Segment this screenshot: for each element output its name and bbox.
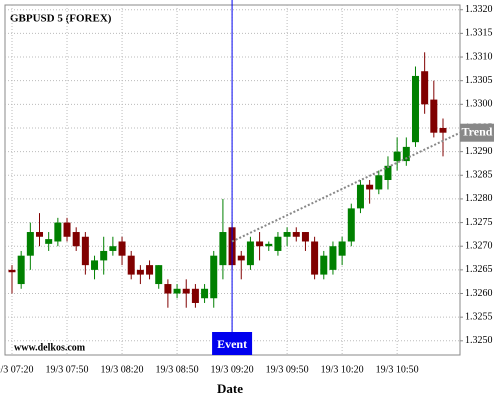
candle-body bbox=[311, 241, 319, 275]
y-tick-label: 1.3305 bbox=[465, 75, 493, 86]
candle-body bbox=[91, 260, 99, 270]
y-tick-label: 1.3290 bbox=[465, 146, 493, 157]
y-tick-label: 1.3255 bbox=[465, 311, 493, 322]
x-tick-label: 19/3 09:50 bbox=[266, 364, 309, 375]
candle-body bbox=[201, 288, 209, 299]
x-tick-label: 19/3 08:50 bbox=[156, 364, 199, 375]
y-tick-label: 1.3250 bbox=[465, 335, 493, 346]
candle-body bbox=[155, 265, 163, 285]
y-tick-label: 1.3275 bbox=[465, 217, 493, 228]
candle-body bbox=[246, 241, 254, 266]
candle-body bbox=[329, 246, 337, 270]
event-box bbox=[212, 332, 253, 355]
candle-body bbox=[54, 222, 62, 242]
candle-body bbox=[375, 175, 383, 190]
candle-body bbox=[164, 284, 172, 294]
chart-title: GBPUSD 5 (FOREX) bbox=[10, 13, 112, 25]
x-tick-label: 19/3 07:50 bbox=[45, 364, 88, 375]
candle-body bbox=[347, 208, 355, 242]
candle-body bbox=[237, 255, 245, 261]
candle-body bbox=[274, 236, 282, 251]
y-tick-label: 1.3285 bbox=[465, 170, 493, 181]
y-tick-label: 1.3300 bbox=[465, 99, 493, 110]
trend-label: Trend bbox=[462, 124, 493, 138]
candle-body bbox=[182, 288, 190, 294]
candle-body bbox=[292, 232, 300, 237]
candle-body bbox=[265, 243, 273, 247]
candle-body bbox=[411, 75, 419, 143]
x-tick-label: 19/3 08:20 bbox=[101, 364, 144, 375]
y-tick-label: 1.3320 bbox=[465, 4, 493, 15]
candle-body bbox=[191, 288, 199, 303]
candle-body bbox=[301, 232, 309, 242]
candle-body bbox=[320, 255, 328, 275]
y-tick-label: 1.3270 bbox=[465, 241, 493, 252]
candle-body bbox=[63, 222, 71, 237]
candle-body bbox=[146, 265, 154, 275]
candle-body bbox=[118, 241, 126, 256]
candle-body bbox=[210, 255, 218, 299]
candle-body bbox=[136, 269, 144, 275]
candle-body bbox=[109, 246, 117, 251]
candle-body bbox=[283, 232, 291, 237]
y-tick-label: 1.3265 bbox=[465, 264, 493, 275]
x-tick-label: 19/3 10:20 bbox=[321, 364, 364, 375]
candle-body bbox=[384, 165, 392, 180]
candle-body bbox=[45, 239, 53, 244]
candle-body bbox=[26, 232, 34, 256]
y-tick-label: 1.3310 bbox=[465, 51, 493, 62]
x-axis-label: Date bbox=[217, 381, 243, 396]
candle-body bbox=[36, 232, 44, 237]
candle-body bbox=[338, 241, 346, 256]
candle-body bbox=[402, 146, 410, 162]
candle-body bbox=[17, 255, 25, 285]
candle-body bbox=[421, 71, 429, 105]
y-tick-label: 1.3260 bbox=[465, 288, 493, 299]
candle-body bbox=[100, 250, 108, 261]
candle-body bbox=[366, 184, 374, 190]
candle-body bbox=[8, 269, 16, 273]
y-tick-label: 1.3315 bbox=[465, 28, 493, 39]
candle-body bbox=[72, 232, 80, 247]
trend-box bbox=[460, 123, 494, 142]
x-tick-label: 19/3 09:20 bbox=[211, 364, 254, 375]
candle-body bbox=[127, 255, 135, 275]
event-label: Event bbox=[217, 337, 247, 351]
candle-body bbox=[393, 151, 401, 162]
candle-body bbox=[173, 288, 181, 294]
candle-body bbox=[81, 236, 89, 266]
x-tick-label: 19/3 07:20 bbox=[0, 364, 34, 375]
candle-body bbox=[439, 127, 447, 133]
y-tick-label: 1.3280 bbox=[465, 193, 493, 204]
candle-body bbox=[356, 184, 364, 209]
x-tick-label: 19/3 10:50 bbox=[376, 364, 419, 375]
candle-body bbox=[256, 241, 264, 247]
candle-body bbox=[219, 232, 227, 266]
watermark: www.delkos.com bbox=[14, 342, 86, 353]
candle-body bbox=[430, 99, 438, 133]
